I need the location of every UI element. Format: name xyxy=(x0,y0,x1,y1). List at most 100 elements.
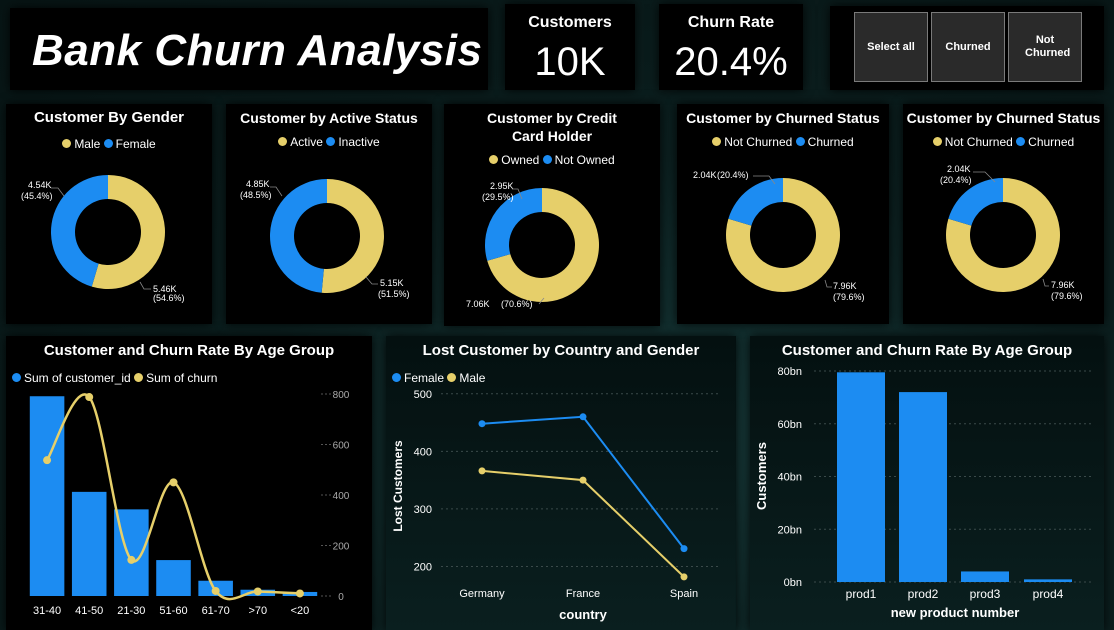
legend-item[interactable]: Female xyxy=(103,137,156,151)
tick-label: 80bn xyxy=(778,366,802,378)
slice-pct-label: (54.6%) xyxy=(153,293,185,303)
leader-line xyxy=(824,279,832,288)
legend-item[interactable]: Female xyxy=(392,371,444,385)
slice-value-label: 5.15K xyxy=(380,278,404,288)
legend-dot-icon xyxy=(712,137,722,146)
leader-line xyxy=(1042,278,1049,287)
slice-value-label: 2.04K xyxy=(947,164,971,174)
legend-label: Sum of customer_id xyxy=(24,371,131,385)
lost-customer-chart-card: Lost Customer by Country and Gender Fema… xyxy=(386,336,736,630)
tick-label: 200 xyxy=(333,542,350,553)
credit-card-donut-chart: 7.06K (70.6%) 2.95K (29.5%) xyxy=(466,181,599,309)
bar xyxy=(156,560,191,596)
leader-line xyxy=(512,188,523,200)
kpi-label: Churn Rate xyxy=(687,14,775,31)
legend-item[interactable]: Churned xyxy=(795,135,854,149)
kpi-label: Customers xyxy=(528,14,612,31)
legend-item[interactable]: Male xyxy=(447,371,485,385)
donut-slice xyxy=(50,175,108,287)
legend-item[interactable]: Churned xyxy=(1016,135,1074,149)
slice-value-label: 5.46K xyxy=(153,284,177,294)
tick-label: 61-70 xyxy=(202,605,230,617)
legend-dot-icon xyxy=(489,155,499,164)
donut-slice xyxy=(946,178,1060,292)
legend-label: Not Churned xyxy=(724,135,793,149)
leader-line xyxy=(538,297,545,305)
kpi-value: 10K xyxy=(534,40,606,84)
legend-label: Owned xyxy=(501,153,540,167)
not-churned-label: Not Churned xyxy=(1025,34,1071,59)
data-point xyxy=(43,456,52,465)
legend-item[interactable]: Owned xyxy=(489,153,539,167)
data-point xyxy=(478,420,486,428)
tick-label: prod1 xyxy=(846,587,877,601)
title-card: Bank Churn Analysis xyxy=(10,8,488,90)
tick-label: >70 xyxy=(248,605,267,617)
gender-donut-chart: 5.46K (54.6%) 4.54K (45.4%) xyxy=(21,175,185,303)
chart-title: Customer and Churn Rate By Age Group xyxy=(781,342,1073,359)
slice-pct-label: (20.4%) xyxy=(717,170,749,180)
series-line xyxy=(481,469,685,578)
legend-label: Not Owned xyxy=(554,153,615,167)
donut-slice xyxy=(948,178,1003,226)
slice-value-label: 7.96K xyxy=(1051,280,1075,290)
slice-value-label: 2.95K xyxy=(490,181,514,191)
legend-label: Male xyxy=(74,137,101,151)
legend-label: Male xyxy=(459,371,486,385)
bar xyxy=(71,491,107,596)
leader-line xyxy=(139,281,151,290)
slice-pct-label: (20.4%) xyxy=(940,175,972,185)
slice-pct-label: (79.6%) xyxy=(833,292,865,302)
legend-item[interactable]: Not Churned xyxy=(932,135,1013,149)
legend-item[interactable]: Active xyxy=(278,135,323,149)
data-point xyxy=(680,573,688,581)
tick-label: prod4 xyxy=(1033,587,1064,601)
slice-pct-label: (79.6%) xyxy=(1051,291,1083,301)
tick-label: 400 xyxy=(414,446,432,458)
legend-label: Not Churned xyxy=(944,135,1013,149)
kpi-churn-rate: Churn Rate 20.4% xyxy=(659,4,803,90)
data-point xyxy=(579,476,587,484)
legend-item[interactable]: Male xyxy=(62,137,100,151)
bar xyxy=(961,571,1009,582)
lost-customer-line-chart: 500 400 300 200 Germany France Spain country Los… xyxy=(391,389,721,622)
not-churned-button[interactable]: Not Churned xyxy=(1008,12,1082,82)
legend-item[interactable]: Not Churned xyxy=(712,135,792,149)
tick-label: 40bn xyxy=(778,472,802,484)
slice-pct-label: (70.6%) xyxy=(501,299,533,309)
y-axis-label: Lost Customers xyxy=(391,440,405,532)
chart-title: Customer by Churned Status xyxy=(686,110,880,126)
bar xyxy=(1024,579,1072,582)
tick-label: 0 xyxy=(338,592,344,603)
tick-label: 300 xyxy=(414,504,432,516)
tick-label: 600 xyxy=(333,441,350,452)
kpi-value: 20.4% xyxy=(674,40,788,84)
dashboard-title: Bank Churn Analysis xyxy=(32,26,483,75)
x-axis-label: new product number xyxy=(891,605,1020,620)
data-point xyxy=(295,589,304,598)
tick-label: prod2 xyxy=(908,587,939,601)
select-all-button[interactable]: Select all xyxy=(854,12,928,82)
chart-title: Customer By Gender xyxy=(33,109,185,126)
churned-status-donut-chart-2: 7.96K (79.6%) 2.04K (20.4%) xyxy=(940,164,1083,301)
legend-dot-icon xyxy=(103,139,113,148)
legend-label: Churned xyxy=(807,135,854,149)
slice-pct-label: (48.5%) xyxy=(240,190,272,200)
legend-item[interactable]: Not Owned xyxy=(542,153,615,167)
legend-item[interactable]: Sum of churn xyxy=(134,371,217,385)
donut-slice xyxy=(91,175,165,289)
legend-item[interactable]: Sum of customer_id xyxy=(12,371,131,385)
tick-label: <20 xyxy=(291,605,310,617)
age-group-combo-chart: 800 600 400 200 0 31-40 41-50 21-30 51-60 61-70 >7… xyxy=(29,390,350,617)
churned-button[interactable]: Churned xyxy=(931,12,1005,82)
legend-item[interactable]: Inactive xyxy=(326,135,380,149)
legend-dot-icon xyxy=(1016,137,1026,146)
data-point xyxy=(579,413,587,421)
data-point xyxy=(253,587,262,596)
tick-label: 41-50 xyxy=(75,605,103,617)
chart-legend: Active Inactive xyxy=(226,135,432,149)
tick-label: 0bn xyxy=(784,577,802,589)
slice-value-label: 2.04K xyxy=(693,170,717,180)
chart-legend: Male Female xyxy=(6,137,212,151)
donut-slice xyxy=(485,188,542,261)
